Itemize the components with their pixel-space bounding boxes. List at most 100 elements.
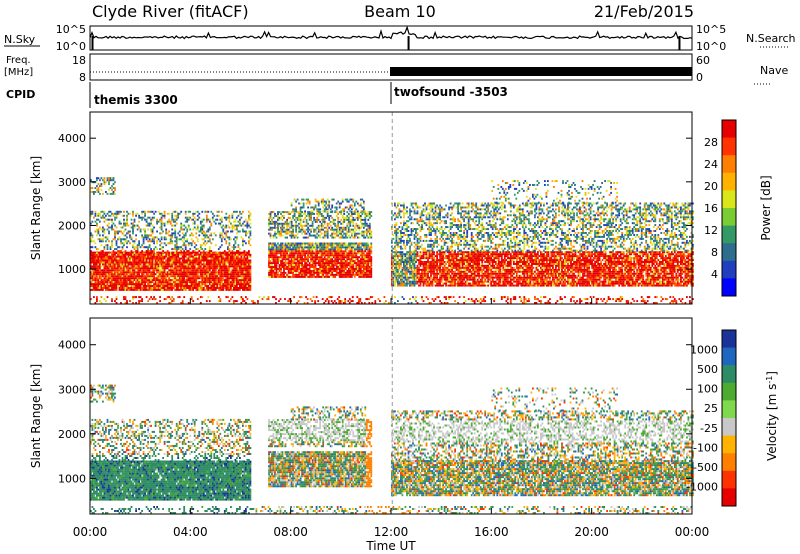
power-cell-2241 bbox=[126, 242, 128, 244]
power-cell-2073 bbox=[98, 248, 100, 250]
power-cell-771 bbox=[150, 283, 152, 285]
power-cell-1326 bbox=[194, 263, 196, 265]
power-cell-1598 bbox=[216, 285, 218, 287]
power-cell-1464 bbox=[206, 283, 208, 285]
power-cell-2113 bbox=[104, 221, 106, 223]
power-cell-2164 bbox=[114, 238, 116, 240]
power-cell-2096 bbox=[102, 250, 104, 252]
power-cell-2169 bbox=[114, 225, 116, 227]
power-cell-2090 bbox=[101, 244, 103, 246]
power-cell-2128 bbox=[107, 236, 109, 238]
power-cell-204 bbox=[105, 258, 107, 260]
power-cell-2086 bbox=[99, 221, 101, 223]
power-cell-1314 bbox=[194, 287, 196, 289]
power-cell-2020 bbox=[250, 281, 252, 283]
power-cell-2160 bbox=[113, 223, 115, 225]
power-cell-2201 bbox=[119, 213, 121, 215]
power-cell-963 bbox=[165, 277, 167, 279]
power-cell-195 bbox=[105, 275, 107, 277]
power-cell-2018 bbox=[250, 285, 252, 287]
power-cell-2125 bbox=[107, 246, 109, 248]
power-cell-1322 bbox=[194, 271, 196, 273]
power-cell-2248 bbox=[126, 219, 128, 221]
power-cell-1327 bbox=[194, 262, 196, 264]
power-cell-1716 bbox=[225, 273, 227, 275]
power-cell-1587 bbox=[215, 269, 217, 271]
power-cell-564 bbox=[134, 273, 136, 275]
power-cell-999 bbox=[168, 277, 170, 279]
power-cell-2022 bbox=[250, 277, 252, 279]
power-cell-2161 bbox=[113, 215, 115, 217]
power-cell-944 bbox=[164, 279, 166, 281]
power-cell-197 bbox=[105, 271, 107, 273]
power-cell-2218 bbox=[123, 254, 125, 256]
power-cell-947 bbox=[164, 273, 166, 275]
power-cell-2133 bbox=[108, 240, 110, 242]
power-cell-562 bbox=[134, 277, 136, 279]
power-cell-2070 bbox=[96, 223, 98, 225]
power-cell-725 bbox=[146, 260, 148, 262]
power-cell-1719 bbox=[225, 267, 227, 269]
power-cell-1882 bbox=[239, 289, 241, 291]
power-heatmap-cells bbox=[90, 112, 694, 304]
power-cell-2165 bbox=[114, 236, 116, 238]
power-cell-2130 bbox=[107, 225, 109, 227]
power-cell-2049 bbox=[92, 234, 94, 236]
power-cell-326 bbox=[116, 289, 118, 291]
power-cell-1031 bbox=[171, 289, 173, 291]
freq-tick-top: 18 bbox=[72, 54, 86, 67]
nsearch-tick-top: 10^5 bbox=[696, 23, 726, 36]
power-cell-569 bbox=[134, 263, 136, 265]
power-cell-2146 bbox=[110, 211, 112, 213]
power-cell-934 bbox=[162, 260, 164, 262]
power-cell-948 bbox=[164, 271, 166, 273]
nave-tick-top: 60 bbox=[696, 54, 710, 67]
power-cell-2243 bbox=[126, 236, 128, 238]
power-cell-2157 bbox=[113, 250, 115, 252]
power-cell-1328 bbox=[194, 260, 196, 262]
power-cell-2064 bbox=[96, 252, 98, 254]
power-cell-541 bbox=[132, 281, 134, 283]
power-cell-2077 bbox=[98, 229, 100, 231]
power-cell-1710 bbox=[225, 285, 227, 287]
power-cell-1714 bbox=[225, 277, 227, 279]
power-cell-2116 bbox=[104, 211, 106, 213]
cpid-segment-twofsound: twofsound -3503 bbox=[394, 85, 508, 99]
power-cell-1708 bbox=[225, 289, 227, 291]
power-cell-2190 bbox=[117, 232, 119, 234]
power-cell-1712 bbox=[225, 281, 227, 283]
power-cell-2129 bbox=[107, 229, 109, 231]
power-cell-2210 bbox=[120, 211, 122, 213]
power-cell-191 bbox=[105, 283, 107, 285]
power-cell-2108 bbox=[104, 246, 106, 248]
power-cell-1201 bbox=[185, 289, 187, 291]
power-cell-561 bbox=[134, 279, 136, 281]
power-cell-2174 bbox=[116, 248, 118, 250]
power-cell-2081 bbox=[99, 252, 101, 254]
power-cell-2149 bbox=[111, 242, 113, 244]
power-cell-2212 bbox=[122, 246, 124, 248]
power-cell-327 bbox=[116, 287, 118, 289]
power-cell-2150 bbox=[111, 240, 113, 242]
power-cell-1752 bbox=[229, 279, 231, 281]
power-cell-2175 bbox=[116, 244, 118, 246]
power-cell-952 bbox=[164, 263, 166, 265]
power-cell-2056 bbox=[95, 254, 97, 256]
power-cell-2154 bbox=[111, 221, 113, 223]
power-cell-1325 bbox=[194, 265, 196, 267]
power-cell-492 bbox=[128, 265, 130, 267]
power-cell-2137 bbox=[108, 223, 110, 225]
power-cell-2117 bbox=[105, 254, 107, 256]
power-cell-1673 bbox=[222, 289, 224, 291]
power-cell-513 bbox=[129, 260, 131, 262]
power-cell-571 bbox=[134, 260, 136, 262]
power-cell-2104 bbox=[102, 215, 104, 217]
power-cell-2058 bbox=[95, 242, 97, 244]
power-cell-2048 bbox=[92, 236, 94, 238]
power-cell-2132 bbox=[107, 213, 109, 215]
power-cell-2211 bbox=[122, 248, 124, 250]
power-cell-2098 bbox=[102, 238, 104, 240]
power-cell-1323 bbox=[194, 269, 196, 271]
power-cell-2147 bbox=[111, 246, 113, 248]
freq-tick-bottom: 8 bbox=[79, 71, 86, 84]
